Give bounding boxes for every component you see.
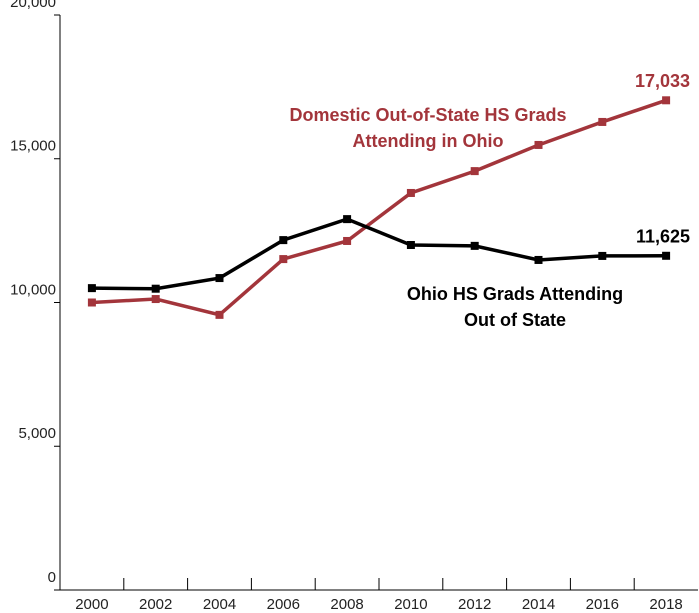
point-marker [598, 117, 607, 126]
x-tick-label: 2006 [267, 596, 300, 613]
x-tick-label: 2002 [139, 596, 172, 613]
point-marker [534, 255, 543, 264]
series-label: Domestic Out-of-State HS Grads Attending … [289, 105, 566, 151]
x-tick-label: 2008 [330, 596, 363, 613]
point-marker [87, 298, 96, 307]
y-tick-label: 0 [48, 569, 56, 586]
series-label: Ohio HS Grads Attending Out of State [407, 284, 623, 330]
x-tick-label: 2012 [458, 596, 491, 613]
point-marker [151, 295, 160, 304]
point-marker [470, 241, 479, 250]
point-marker [662, 96, 671, 105]
x-tick-label: 2004 [203, 596, 236, 613]
point-marker [279, 255, 288, 264]
y-tick-label: 20,000 [10, 0, 56, 11]
point-marker [470, 167, 479, 176]
data-label: 17,033 [635, 71, 690, 91]
point-marker [87, 284, 96, 293]
x-tick-label: 2000 [75, 596, 108, 613]
x-tick-label: 2016 [586, 596, 619, 613]
point-marker [343, 215, 352, 224]
y-tick-label: 5,000 [18, 425, 56, 442]
point-marker [151, 284, 160, 293]
line-series [91, 217, 667, 291]
point-marker [406, 188, 415, 197]
point-marker [279, 236, 288, 245]
x-tick-label: 2018 [649, 596, 682, 613]
y-tick-label: 15,000 [10, 138, 56, 155]
data-label: 11,625 [636, 227, 690, 247]
point-marker [215, 274, 224, 283]
point-marker [662, 251, 671, 260]
line-series [91, 98, 667, 317]
point-marker [534, 140, 543, 149]
point-marker [343, 236, 352, 245]
point-marker [598, 251, 607, 260]
y-tick-label: 10,000 [10, 281, 56, 298]
point-marker [215, 310, 224, 319]
x-tick-label: 2010 [394, 596, 427, 613]
x-tick-label: 2014 [522, 596, 555, 613]
point-marker [406, 241, 415, 249]
